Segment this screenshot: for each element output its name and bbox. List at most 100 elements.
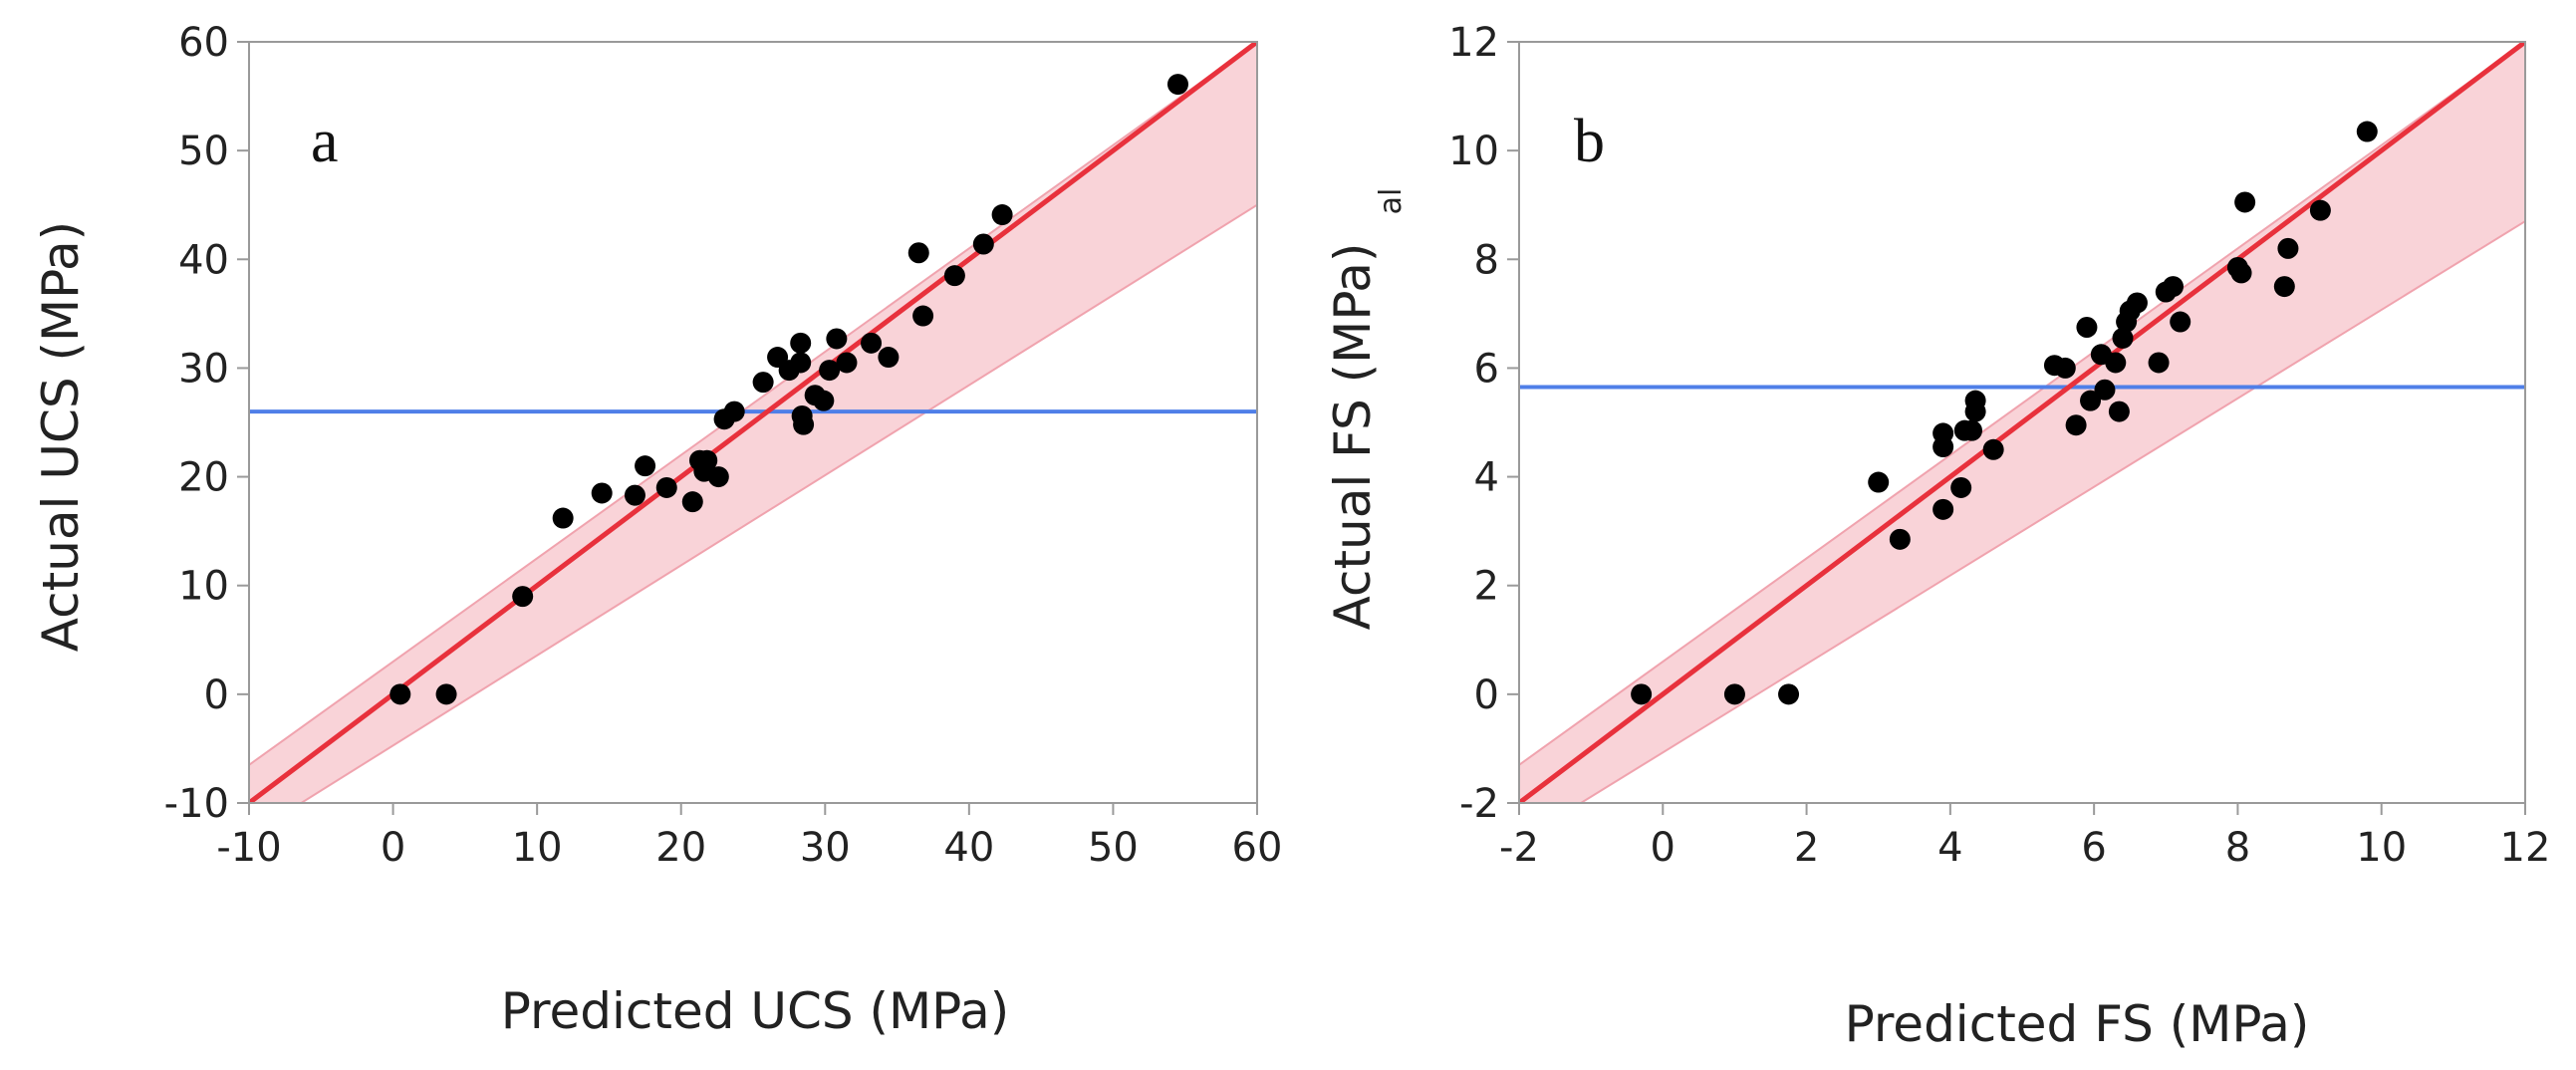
panel-a-plot-area [248,41,1258,804]
panel-b-y-tick-label: 0 [1474,672,1499,718]
panel-a-y-tick-label: 50 [178,129,229,174]
panel-a-data-point [707,466,729,488]
panel-a-data-point [790,332,812,354]
panel-a-data-point [681,491,703,513]
panel-a-x-tick-label: 50 [1088,825,1139,871]
panel-a-data-point [793,413,815,435]
panel-b-data-point [1631,683,1653,705]
panel-b-data-point [2054,357,2076,379]
panel-a-data-point [813,390,835,411]
panel-b-data-point [1982,438,2004,460]
panel-a-data-point [635,455,656,477]
panel-a-data-point [826,328,848,350]
panel-b-data-point [1950,476,1972,498]
panel-b-data-point [2105,352,2127,374]
panel-b-data-point [2094,379,2116,401]
panel-b-x-tick-label: 2 [1794,825,1819,871]
panel-b-data-point [1964,390,1986,411]
panel-a-x-tick-label: 10 [512,825,563,871]
panel-a-data-point [624,484,645,506]
panel-a-y-tick-label: 30 [178,346,229,392]
panel-b-data-point [2112,327,2134,349]
panel-b-y-tick-label: 8 [1474,237,1499,283]
panel-a-y-tick-label: 40 [178,237,229,283]
panel-b-data-point [1723,683,1745,705]
panel-a-data-point [907,242,929,264]
panel-b-data-point [2080,390,2102,411]
panel-a-data-point [752,372,774,394]
panel-b-data-point [2309,199,2331,221]
panel-a-confidence-band [249,42,1257,803]
panel-b-letter: b [1574,108,1605,175]
panel-b-x-tick-label: -2 [1499,825,1539,871]
panel-a-letter: a [311,108,339,175]
panel-b-data-point [2273,276,2295,298]
panel-a-data-point [552,507,574,529]
panel-b-data-point [2277,237,2299,259]
panel-b-y-tick-label: 10 [1448,129,1499,174]
panel-a-plot-frame [248,41,1258,804]
panel-b-data-point [2065,414,2087,436]
panel-b-x-tick-label: 0 [1651,825,1675,871]
panel-a-data-point [972,233,994,255]
panel-b-data-point [2076,317,2098,338]
panel-a-x-tick-label: 0 [381,825,405,871]
panel-b-confidence-band [1519,42,2525,803]
panel-b-fs: -2 0 2 4 6 8 10 12 -2 0 2 4 6 8 10 12 b Predicted FS (M… [1324,20,2550,1053]
panel-b-y-axis-label: Actual FS (MPa) [1324,243,1382,631]
panel-a-y-tick-label: -10 [164,781,229,827]
panel-b-data-point [2356,121,2378,142]
panel-a-y-tick-label: 10 [178,564,229,610]
panel-b-data-point [2230,262,2252,284]
panel-a-band-upper-edge [249,42,1257,766]
panel-a-data-point [861,332,883,354]
panel-b-data-point [1778,683,1800,705]
panel-b-fit-line [1519,42,2525,803]
panel-a-fit-line [249,42,1257,803]
panel-a-x-tick-label: 30 [800,825,851,871]
panel-a-data-point [790,352,812,374]
panel-b-data-point [1889,528,1911,550]
panel-a-data-point [912,305,934,327]
panel-b-band-lower-edge [1579,220,2525,803]
panel-b-data-point [2108,401,2130,422]
panel-b-x-tick-label: 10 [2356,825,2407,871]
panel-b-x-tick-label: 6 [2081,825,2106,871]
panel-a-y-axis-label: Actual UCS (MPa) [32,221,90,652]
panel-b-y-tick-label: 4 [1474,455,1499,501]
panel-b-data-point [2163,276,2184,298]
panel-b-data-point [2170,311,2191,333]
panel-a-data-point [591,482,613,504]
panel-a-x-tick-label: 40 [943,825,994,871]
panel-a-data-point [389,683,411,705]
panel-a-x-axis-label: Predicted UCS (MPa) [501,982,1009,1040]
panel-a-data-point [991,204,1013,226]
panel-a-clipped-group [249,42,1257,803]
panel-a-data-point [836,352,858,374]
panel-a-y-tick-label: 60 [178,20,229,66]
panel-b-stray-label: al [1374,188,1409,215]
panel-b-data-point [2234,191,2256,213]
panel-a-band-lower-edge [299,203,1257,803]
panel-b-y-tick-label: 12 [1448,20,1499,66]
panel-a-data-point [1166,74,1188,96]
panel-b-clipped-group [1519,42,2525,803]
panel-b-band-upper-edge [1519,42,2525,766]
panel-b-plot-area [1518,41,2526,804]
panel-b-x-tick-label: 4 [1937,825,1962,871]
panel-b-x-tick-label: 8 [2225,825,2250,871]
panel-a-y-tick-label: 20 [178,455,229,501]
panel-b-plot-frame [1518,41,2526,804]
panel-b-data-point [1961,419,1982,441]
panel-a-data-point [943,265,965,287]
panel-a-data-point [723,401,745,422]
panel-a-ucs: -10 0 10 20 30 40 50 60 -10 0 10 20 30 40 50 60 a Predi… [32,20,1282,1040]
panel-a-data-point [655,476,677,498]
panel-a-x-tick-label: -10 [216,825,281,871]
panel-b-y-tick-label: 2 [1474,564,1499,610]
panel-b-data-point [1868,471,1890,493]
panel-b-y-tick-label: 6 [1474,346,1499,392]
panel-b-x-axis-label: Predicted FS (MPa) [1845,995,2310,1053]
panel-a-data-point [435,683,457,705]
